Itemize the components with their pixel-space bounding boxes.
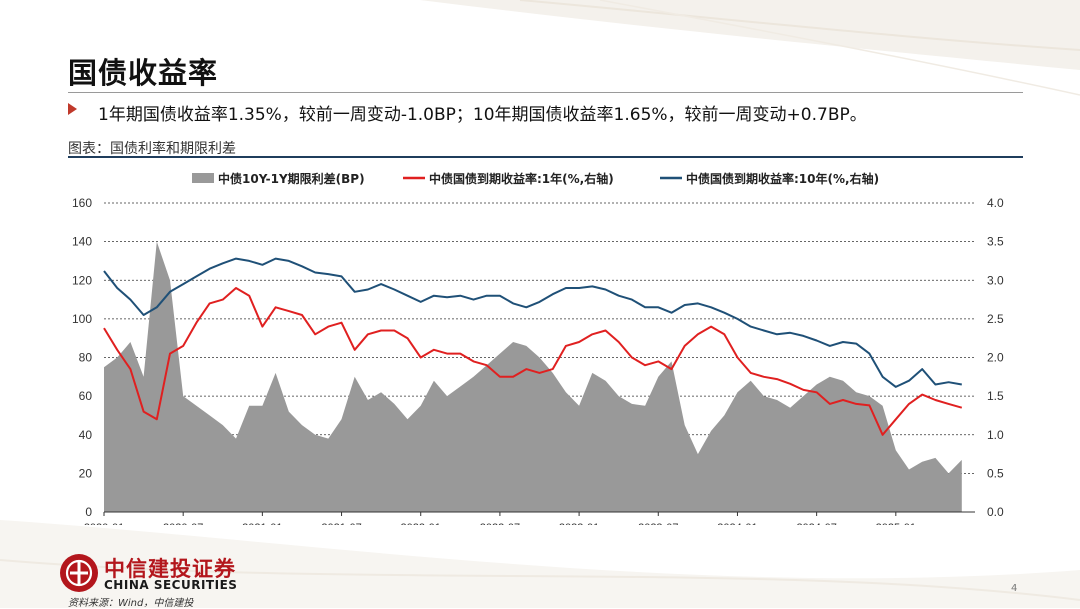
y-left-tick-label: 100: [72, 312, 92, 326]
x-tick-label: 2024-01: [717, 522, 757, 525]
yield-chart: 中债10Y-1Y期限利差(BP) 中债国债到期收益率:1年(%,右轴) 中债国债到期…: [72, 171, 1004, 525]
x-tick-label: 2024-07: [796, 522, 836, 525]
y-right-tick-label: 0.0: [987, 505, 1004, 519]
chart-caption: 图表：国债利率和期限利差: [68, 141, 236, 157]
y-left-tick-label: 40: [79, 428, 93, 442]
y-right-tick-label: 0.5: [987, 466, 1004, 480]
x-tick-label: 2022-01: [401, 522, 441, 525]
legend-spread-label: 中债10Y-1Y期限利差(BP): [218, 171, 365, 186]
y-right-tick-label: 2.0: [987, 351, 1004, 365]
y-left-tick-label: 140: [72, 235, 92, 249]
chart-legend: 中债10Y-1Y期限利差(BP) 中债国债到期收益率:1年(%,右轴) 中债国债到期…: [192, 171, 879, 186]
y-left-tick-label: 20: [79, 466, 93, 480]
legend-yield-1y-label: 中债国债到期收益率:1年(%,右轴): [429, 171, 614, 186]
y-left-tick-label: 0: [85, 505, 92, 519]
arrow-bullet-icon: [68, 103, 77, 115]
title-divider: [68, 92, 1023, 93]
y-right-tick-label: 1.0: [987, 428, 1004, 442]
company-name-cn: 中信建投证券: [104, 557, 236, 581]
y-left-tick-label: 120: [72, 273, 92, 287]
page-number: 4: [1011, 583, 1018, 594]
x-tick-label: 2021-07: [321, 522, 361, 525]
y-right-tick-label: 3.0: [987, 273, 1004, 287]
y-left-tick-label: 80: [79, 351, 93, 365]
spread-area: [104, 241, 962, 512]
caption-divider: [68, 156, 1023, 158]
y-right-tick-label: 3.5: [987, 235, 1004, 249]
legend-yield-10y-label: 中债国债到期收益率:10年(%,右轴): [686, 171, 879, 186]
company-name-en: CHINA SECURITIES: [104, 578, 238, 592]
y-left-tick-label: 60: [79, 389, 93, 403]
y-left-tick-label: 160: [72, 196, 92, 210]
y-right-tick-label: 2.5: [987, 312, 1004, 326]
yield-10y-line: [103, 257, 962, 388]
y-right-tick-label: 1.5: [987, 389, 1004, 403]
y-right-tick-label: 4.0: [987, 196, 1004, 210]
x-tick-label: 2022-07: [480, 522, 520, 525]
page-title: 国债收益率: [68, 56, 219, 90]
yield-1y-line: [103, 287, 963, 436]
summary-bullet: 1年期国债收益率1.35%，较前一周变动-1.0BP；10年期国债收益率1.65…: [68, 100, 1028, 126]
plot-area: [103, 241, 963, 512]
x-tick-label: 2021-01: [242, 522, 282, 525]
summary-text: 1年期国债收益率1.35%，较前一周变动-1.0BP；10年期国债收益率1.65…: [98, 105, 867, 125]
x-tick-label: 2023-07: [638, 522, 678, 525]
data-source: 资料来源：Wind，中信建投: [68, 598, 194, 609]
legend-spread-swatch: [192, 173, 214, 183]
x-tick-label: 2023-01: [559, 522, 599, 525]
x-tick-label: 2020-01: [84, 522, 124, 525]
company-logo-icon: [60, 554, 98, 592]
chart-axes: 0 20 40 60 80 100 120 140 160 0.0 0.5 1.0 1.5 2.0 2.5 3…: [72, 196, 1004, 525]
x-tick-label: 2025-01: [876, 522, 916, 525]
x-tick-label: 2020-07: [163, 522, 203, 525]
